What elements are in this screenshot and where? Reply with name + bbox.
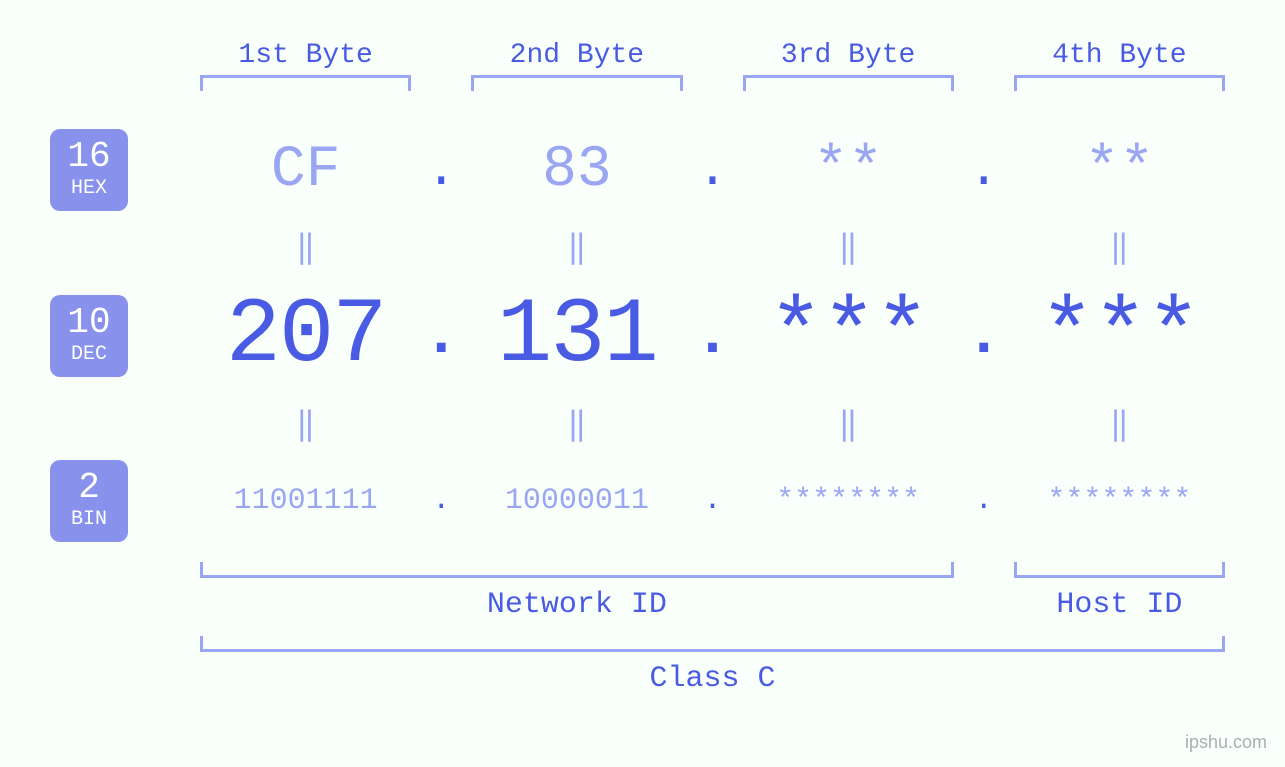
byte-2-header: 2nd Byte (461, 40, 692, 99)
hex-badge-tag: HEX (50, 179, 128, 199)
byte-3-header: 3rd Byte (733, 40, 964, 99)
class-label: Class C (190, 658, 1235, 696)
hex-row: 16 HEX CF . 83 . ** . ** (50, 129, 1235, 211)
eq-row-1: ‖ ‖ ‖ ‖ (50, 211, 1235, 283)
eq-2-4: ‖ (1004, 388, 1235, 460)
dec-dot-3: . (964, 300, 1004, 371)
eq-row-2: ‖ ‖ ‖ ‖ (50, 388, 1235, 460)
dec-row: 10 DEC 207 . 131 . *** . *** (50, 283, 1235, 388)
byte-3-label: 3rd Byte (781, 40, 915, 71)
watermark: ipshu.com (1185, 732, 1267, 753)
bin-badge-num: 2 (50, 470, 128, 506)
eq-2-1: ‖ (190, 388, 421, 460)
hex-byte-2: 83 (461, 138, 692, 203)
byte-2-top-bracket (471, 75, 682, 91)
bin-row: 2 BIN 11001111 . 10000011 . ******** . *… (50, 460, 1235, 542)
hex-dot-2: . (693, 141, 733, 200)
hex-dot-1: . (421, 141, 461, 200)
eq-1-4: ‖ (1004, 211, 1235, 283)
dec-badge-tag: DEC (50, 345, 128, 365)
dec-byte-1: 207 (190, 283, 421, 388)
hex-byte-1: CF (190, 138, 421, 203)
bin-badge-tag: BIN (50, 510, 128, 530)
eq-1-1: ‖ (190, 211, 421, 283)
class-bracket (200, 636, 1225, 652)
dec-byte-3: *** (733, 283, 964, 388)
id-label-row: Network ID Host ID (50, 584, 1235, 622)
hex-byte-4: ** (1004, 138, 1235, 203)
eq-1-2: ‖ (461, 211, 692, 283)
bin-dot-3: . (964, 484, 1004, 518)
dec-badge: 10 DEC (50, 295, 128, 377)
host-id-bracket (1014, 562, 1225, 578)
bin-byte-3: ******** (733, 484, 964, 518)
ip-breakdown-diagram: 1st Byte 2nd Byte 3rd Byte 4th Byte 16 H… (0, 0, 1285, 767)
hex-badge-num: 16 (50, 139, 128, 175)
class-bracket-row (50, 622, 1235, 658)
network-id-bracket (200, 562, 954, 578)
byte-3-top-bracket (743, 75, 954, 91)
hex-byte-3: ** (733, 138, 964, 203)
byte-1-label: 1st Byte (238, 40, 372, 71)
hex-dot-3: . (964, 141, 1004, 200)
dec-dot-2: . (693, 300, 733, 371)
eq-1-3: ‖ (733, 211, 964, 283)
bin-byte-1: 11001111 (190, 484, 421, 518)
dec-dot-1: . (421, 300, 461, 371)
dec-byte-4: *** (1004, 283, 1235, 388)
eq-2-3: ‖ (733, 388, 964, 460)
byte-2-label: 2nd Byte (510, 40, 644, 71)
bin-dot-1: . (421, 484, 461, 518)
hex-badge: 16 HEX (50, 129, 128, 211)
eq-2-2: ‖ (461, 388, 692, 460)
bin-byte-4: ******** (1004, 484, 1235, 518)
bin-dot-2: . (693, 484, 733, 518)
byte-1-header: 1st Byte (190, 40, 421, 99)
dec-byte-2: 131 (461, 283, 692, 388)
byte-4-label: 4th Byte (1052, 40, 1186, 71)
byte-4-top-bracket (1014, 75, 1225, 91)
dec-badge-num: 10 (50, 305, 128, 341)
host-id-label: Host ID (1004, 584, 1235, 622)
id-bracket-row (50, 542, 1235, 584)
byte-1-top-bracket (200, 75, 411, 91)
bin-badge: 2 BIN (50, 460, 128, 542)
byte-header-row: 1st Byte 2nd Byte 3rd Byte 4th Byte (50, 40, 1235, 99)
byte-4-header: 4th Byte (1004, 40, 1235, 99)
network-id-label: Network ID (190, 584, 964, 622)
bin-byte-2: 10000011 (461, 484, 692, 518)
class-label-row: Class C (50, 658, 1235, 696)
